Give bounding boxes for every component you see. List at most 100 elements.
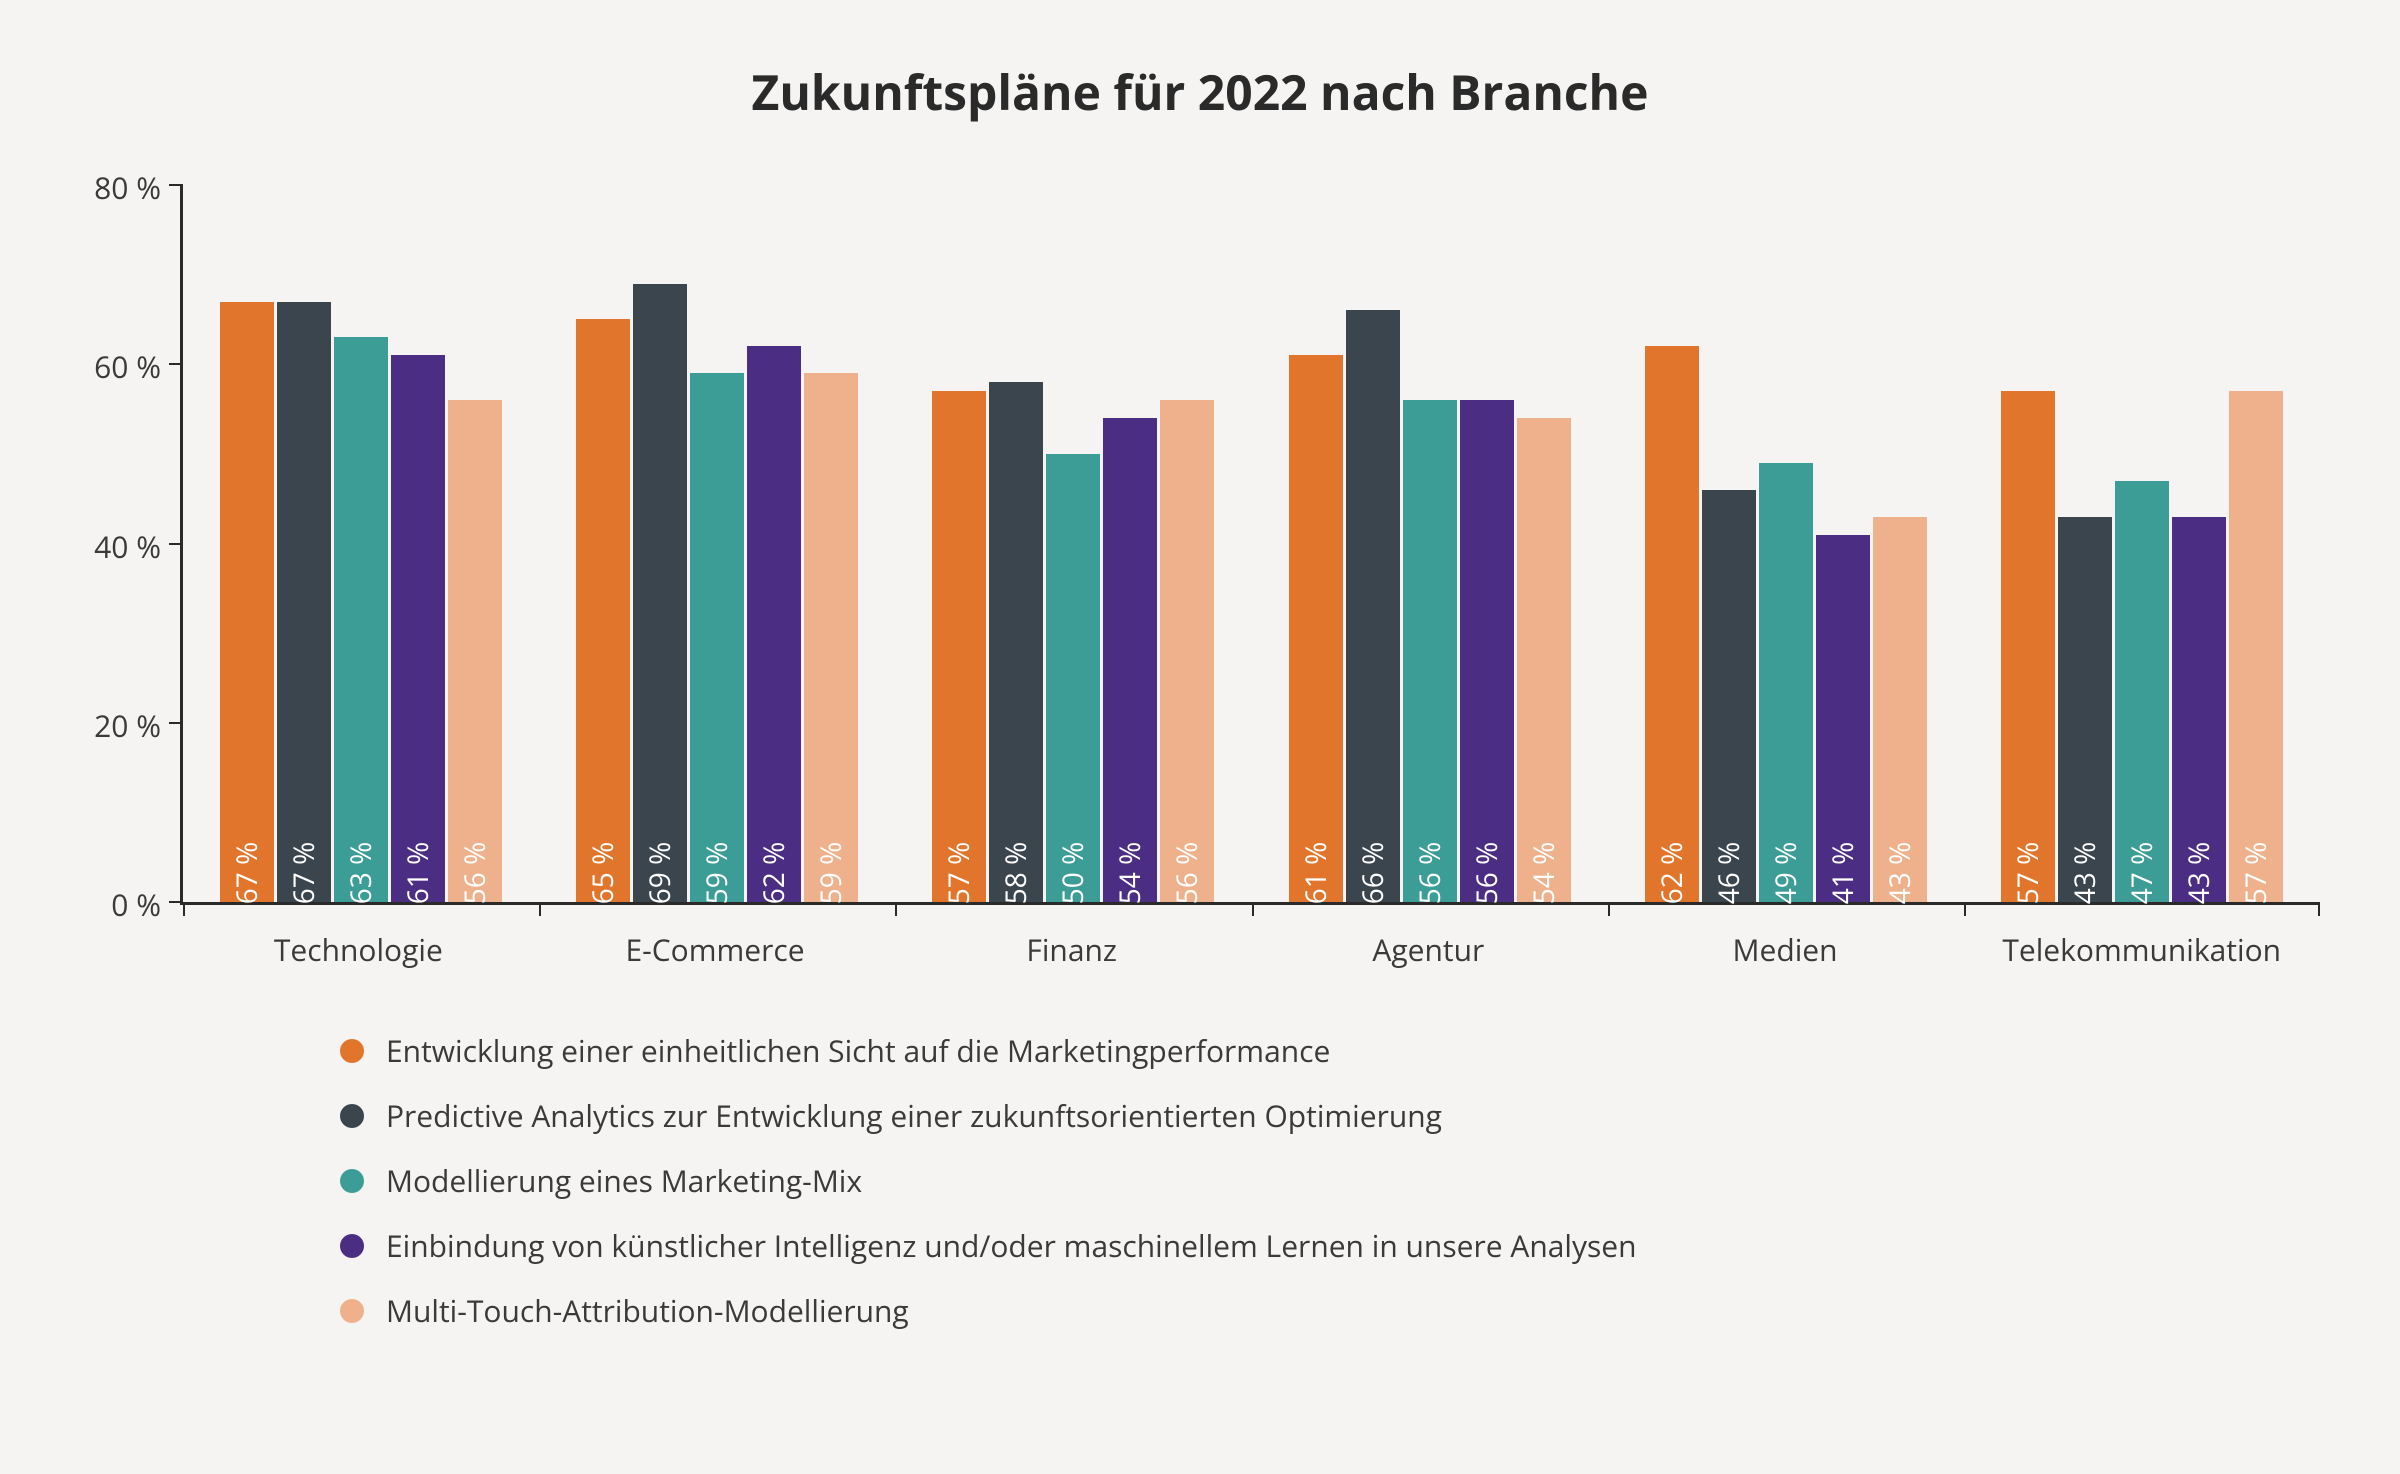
bar: 54 %	[1103, 418, 1157, 902]
x-tick-mark	[1608, 902, 1610, 916]
bar-value-label: 63 %	[342, 842, 380, 904]
x-tick-mark	[183, 902, 185, 916]
bar: 63 %	[334, 337, 388, 902]
x-axis-label: E-Commerce	[537, 929, 894, 970]
bar-value-label: 49 %	[1767, 842, 1805, 904]
y-tick-label: 20 %	[94, 705, 161, 746]
x-axis-label: Telekommunikation	[1963, 929, 2320, 970]
bar-group: 65 % 69 % 59 % 62 % 59 %	[539, 185, 895, 902]
bar: 47 %	[2115, 481, 2169, 902]
bar-group: 57 % 43 % 47 % 43 % 57 %	[1964, 185, 2320, 902]
bar-value-label: 67 %	[285, 842, 323, 904]
bar: 62 %	[747, 346, 801, 902]
legend-item: Entwicklung einer einheitlichen Sicht au…	[340, 1030, 2340, 1071]
bar-value-label: 41 %	[1824, 842, 1862, 904]
bar-value-label: 47 %	[2123, 842, 2161, 904]
bar-value-label: 61 %	[1297, 842, 1335, 904]
bar: 56 %	[448, 400, 502, 902]
x-tick-mark	[1252, 902, 1254, 916]
legend-dot	[340, 1039, 364, 1063]
bar-value-label: 43 %	[1881, 842, 1919, 904]
y-tick-label: 40 %	[94, 526, 161, 567]
y-tick-mark	[169, 901, 183, 903]
bar-group: 62 % 46 % 49 % 41 % 43 %	[1608, 185, 1964, 902]
legend-label: Multi-Touch-Attribution-Modellierung	[386, 1290, 909, 1331]
x-tick-mark	[539, 902, 541, 916]
bar-group: 61 % 66 % 56 % 56 % 54 %	[1252, 185, 1608, 902]
x-axis-labels: TechnologieE-CommerceFinanzAgenturMedien…	[60, 929, 2340, 970]
bar-value-label: 57 %	[2009, 842, 2047, 904]
bar: 43 %	[1873, 517, 1927, 902]
bar-group: 57 % 58 % 50 % 54 % 56 %	[895, 185, 1251, 902]
legend-item: Einbindung von künstlicher Intelligenz u…	[340, 1225, 2340, 1266]
bar: 57 %	[2001, 391, 2055, 902]
x-axis-label: Finanz	[893, 929, 1250, 970]
bar: 49 %	[1759, 463, 1813, 902]
bar-value-label: 62 %	[755, 842, 793, 904]
bar-value-label: 58 %	[997, 842, 1035, 904]
legend-dot	[340, 1169, 364, 1193]
y-tick-mark	[169, 363, 183, 365]
legend-item: Multi-Touch-Attribution-Modellierung	[340, 1290, 2340, 1331]
bar-value-label: 54 %	[1525, 842, 1563, 904]
plot-area: 67 % 67 % 63 % 61 % 56 % 65 % 69 % 59 % 62 % 59 %…	[180, 185, 2320, 905]
bar: 58 %	[989, 382, 1043, 902]
bar: 56 %	[1460, 400, 1514, 902]
bar-value-label: 43 %	[2180, 842, 2218, 904]
bar-value-label: 56 %	[1468, 842, 1506, 904]
bar: 59 %	[804, 373, 858, 902]
bar: 69 %	[633, 284, 687, 902]
y-tick-label: 80 %	[94, 167, 161, 208]
bar-value-label: 67 %	[228, 842, 266, 904]
bar: 57 %	[2229, 391, 2283, 902]
x-tick-mark	[1964, 902, 1966, 916]
bar: 56 %	[1160, 400, 1214, 902]
bar: 41 %	[1816, 535, 1870, 902]
bar: 67 %	[220, 302, 274, 902]
bar-value-label: 50 %	[1054, 842, 1092, 904]
legend-label: Predictive Analytics zur Entwicklung ein…	[386, 1095, 1442, 1136]
legend-dot	[340, 1299, 364, 1323]
y-tick-label: 0 %	[111, 884, 161, 925]
bar-value-label: 59 %	[812, 842, 850, 904]
chart-title: Zukunftspläne für 2022 nach Branche	[60, 60, 2340, 125]
bar-value-label: 56 %	[1168, 842, 1206, 904]
y-tick-mark	[169, 543, 183, 545]
bar-value-label: 54 %	[1111, 842, 1149, 904]
x-tick-mark	[895, 902, 897, 916]
bar-value-label: 57 %	[940, 842, 978, 904]
x-axis-label: Agentur	[1250, 929, 1607, 970]
bar-value-label: 56 %	[456, 842, 494, 904]
x-tick-mark	[2318, 902, 2320, 916]
y-tick-mark	[169, 184, 183, 186]
bar: 65 %	[576, 319, 630, 902]
legend-label: Entwicklung einer einheitlichen Sicht au…	[386, 1030, 1330, 1071]
bar: 50 %	[1046, 454, 1100, 902]
bar-value-label: 61 %	[399, 842, 437, 904]
bar-value-label: 65 %	[584, 842, 622, 904]
bar-groups: 67 % 67 % 63 % 61 % 56 % 65 % 69 % 59 % 62 % 59 %…	[183, 185, 2320, 902]
legend-dot	[340, 1234, 364, 1258]
chart-container: Zukunftspläne für 2022 nach Branche 67 %…	[0, 0, 2400, 1474]
bar-value-label: 43 %	[2066, 842, 2104, 904]
bar-value-label: 62 %	[1653, 842, 1691, 904]
bar: 57 %	[932, 391, 986, 902]
bar: 61 %	[1289, 355, 1343, 902]
bar-value-label: 69 %	[641, 842, 679, 904]
bar: 67 %	[277, 302, 331, 902]
bar-value-label: 66 %	[1354, 842, 1392, 904]
bar: 59 %	[690, 373, 744, 902]
bar: 46 %	[1702, 490, 1756, 902]
legend: Entwicklung einer einheitlichen Sicht au…	[60, 1030, 2340, 1331]
bar-group: 67 % 67 % 63 % 61 % 56 %	[183, 185, 539, 902]
legend-label: Einbindung von künstlicher Intelligenz u…	[386, 1225, 1637, 1266]
legend-item: Predictive Analytics zur Entwicklung ein…	[340, 1095, 2340, 1136]
bar-value-label: 56 %	[1411, 842, 1449, 904]
y-tick-label: 60 %	[94, 346, 161, 387]
legend-item: Modellierung eines Marketing-Mix	[340, 1160, 2340, 1201]
x-axis-label: Medien	[1607, 929, 1964, 970]
bar: 62 %	[1645, 346, 1699, 902]
bar-value-label: 57 %	[2237, 842, 2275, 904]
bar: 43 %	[2172, 517, 2226, 902]
legend-label: Modellierung eines Marketing-Mix	[386, 1160, 862, 1201]
